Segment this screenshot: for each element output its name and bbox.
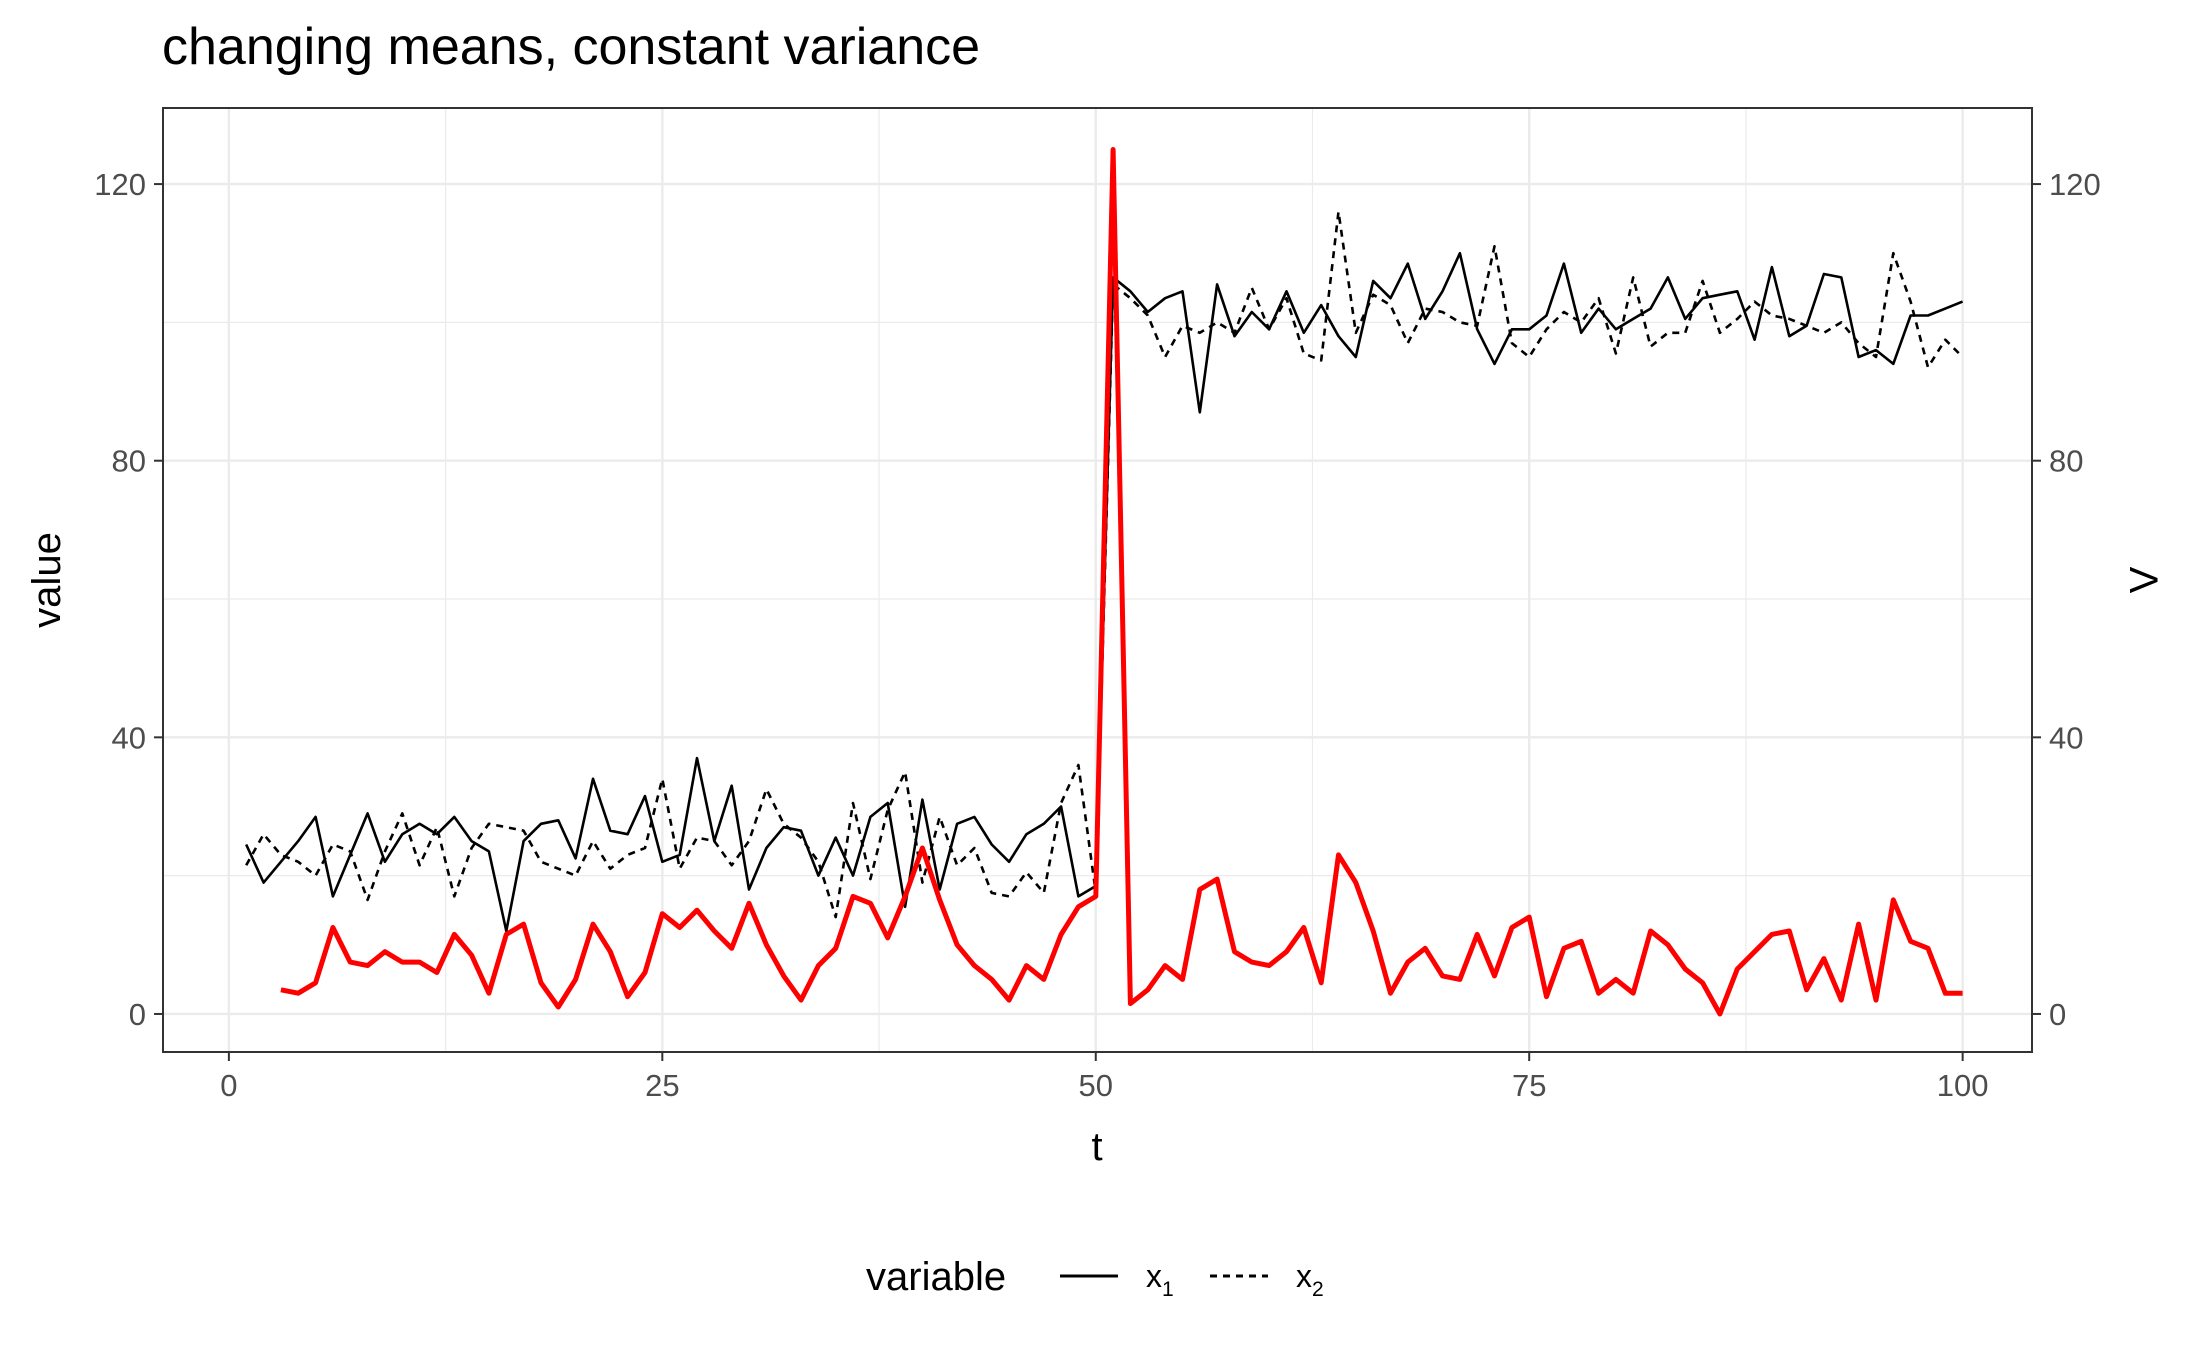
chart-title: changing means, constant variance <box>162 18 980 76</box>
y-tick-label-right: 0 <box>2049 997 2066 1032</box>
x-tick-label: 25 <box>645 1068 679 1103</box>
y-tick-label: 40 <box>112 720 146 755</box>
series-line-lambda <box>280 147 1963 1017</box>
x-tick-label: 0 <box>220 1068 237 1103</box>
y-tick-label: 120 <box>94 167 146 202</box>
left-y-axis: 0 40 80 120 <box>94 167 163 1032</box>
x-tick-label: 75 <box>1512 1068 1546 1103</box>
right-y-axis: 0 40 80 120 <box>2032 167 2101 1032</box>
plot-background <box>163 108 2032 1052</box>
series-layer <box>245 147 1964 1017</box>
legend-label-x1: x1 <box>1146 1258 1174 1301</box>
legend-label-x2: x2 <box>1296 1258 1324 1301</box>
x-axis-title: t <box>1091 1125 1102 1169</box>
x-axis: 0 25 50 75 100 <box>220 1052 1989 1103</box>
y-tick-label-right: 120 <box>2049 167 2101 202</box>
x-tick-label: 100 <box>1937 1068 1989 1103</box>
y-tick-label-right: 40 <box>2049 720 2083 755</box>
y-tick-label: 0 <box>129 997 146 1032</box>
y-axis-title-right: Λ <box>2121 567 2165 594</box>
y-tick-label-right: 80 <box>2049 444 2083 479</box>
y-axis-title: value <box>25 532 69 628</box>
legend-title: variable <box>866 1255 1006 1299</box>
plot-border <box>162 107 2033 1053</box>
y-tick-label: 80 <box>112 444 146 479</box>
x-tick-label: 50 <box>1079 1068 1113 1103</box>
legend: variable x1 x2 <box>866 1255 1324 1301</box>
plot-panel <box>162 107 2033 1053</box>
